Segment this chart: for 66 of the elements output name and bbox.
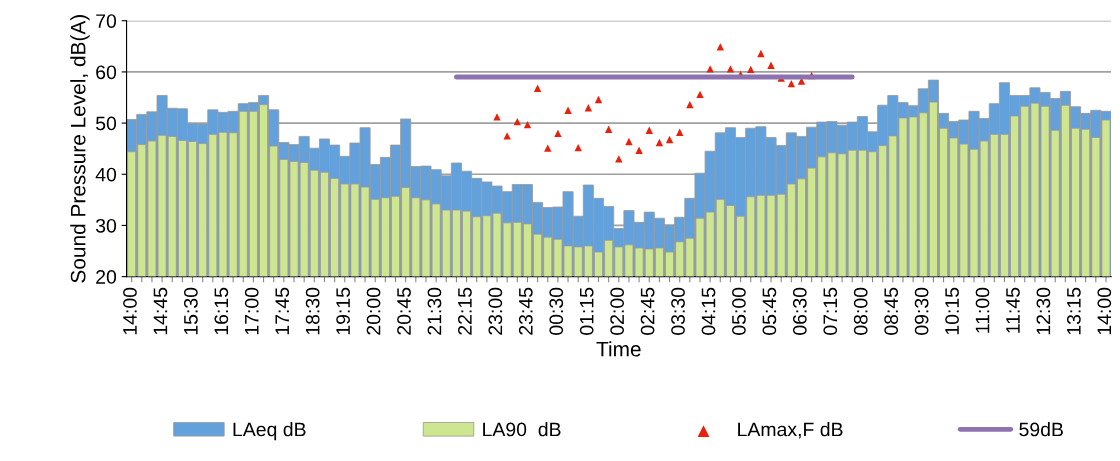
y-tick-label: 30 <box>95 218 117 233</box>
x-tick-label: 20:45 <box>397 287 411 335</box>
y-tick-label: 50 <box>95 116 117 131</box>
x-tick-label: 15:30 <box>183 287 198 335</box>
x-tick-label: 13:15 <box>1066 287 1081 335</box>
point <box>655 138 664 147</box>
x-tick-label: 22:15 <box>458 287 472 335</box>
point <box>604 125 613 133</box>
x-axis-title: Time <box>596 341 641 357</box>
point <box>594 95 603 104</box>
x-tick-label: 12:30 <box>1036 287 1051 335</box>
y-tick-label: 70 <box>96 14 117 28</box>
x-tick-label: 01:15 <box>579 287 594 335</box>
y-tick-label: 60 <box>96 65 117 80</box>
point <box>716 43 724 51</box>
point <box>615 155 623 163</box>
point <box>554 129 562 137</box>
x-tick-label: 03:30 <box>671 287 685 335</box>
point <box>533 84 542 92</box>
x-tick-label: 05:45 <box>762 287 777 335</box>
legend-label: 59dB <box>1019 422 1063 437</box>
point <box>706 65 714 73</box>
x-tick-label: 09:30 <box>914 287 929 335</box>
x-tick-label: 14:00 <box>123 287 137 335</box>
x-tick-label: 17:00 <box>244 287 259 335</box>
point <box>503 132 511 140</box>
point <box>726 65 735 73</box>
legend-label: LAeq dB <box>233 422 306 441</box>
x-tick-label: 02:00 <box>610 287 625 335</box>
x-tick-label: 08:00 <box>853 287 868 335</box>
x-tick-label: 11:00 <box>975 287 990 333</box>
x-tick-label: 10:15 <box>945 287 959 335</box>
point <box>635 146 643 154</box>
point <box>747 65 755 74</box>
y-tick-label: 40 <box>95 167 117 182</box>
point <box>513 117 521 126</box>
x-tick-label: 20:00 <box>366 287 381 335</box>
point <box>493 113 501 121</box>
x-tick-label: 17:45 <box>275 287 290 335</box>
x-tick-label: 00:30 <box>549 287 564 335</box>
legend-label: LAmax,F dB <box>738 422 843 439</box>
x-tick-label: 21:30 <box>427 287 442 335</box>
point <box>787 80 796 88</box>
point <box>665 135 674 144</box>
legend-label: LA90 dB <box>483 422 561 437</box>
x-tick-label: 14:00 <box>1097 287 1112 335</box>
x-tick-label: 23:00 <box>488 287 503 335</box>
x-tick-label: 11:45 <box>1006 287 1020 333</box>
y-axis-title: Sound Pressure Level, dB(A) <box>70 15 90 283</box>
point <box>584 104 593 112</box>
x-tick-label: 16:15 <box>214 287 229 335</box>
x-tick-label: 05:00 <box>732 287 746 335</box>
x-tick-label: 08:45 <box>884 287 899 335</box>
x-tick-label: 19:15 <box>336 287 350 335</box>
point <box>645 126 653 134</box>
x-tick-label: 02:45 <box>640 287 655 335</box>
x-tick-label: 14:45 <box>153 287 168 335</box>
x-tick-label: 23:45 <box>518 287 533 335</box>
x-tick-label: 07:15 <box>823 287 838 335</box>
x-tick-label: 18:30 <box>305 287 320 335</box>
point <box>676 128 684 136</box>
point <box>544 144 552 152</box>
point <box>523 120 532 129</box>
x-tick-label: 04:15 <box>701 287 716 335</box>
x-tick-label: 06:30 <box>792 287 807 335</box>
y-tick-label: 20 <box>96 270 117 284</box>
